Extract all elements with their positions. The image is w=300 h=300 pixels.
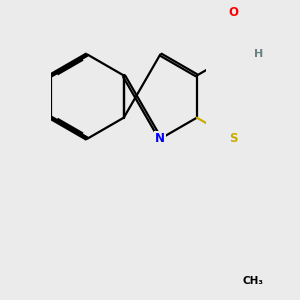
Text: H: H — [254, 50, 263, 59]
Text: S: S — [229, 132, 238, 145]
Text: N: N — [155, 132, 165, 145]
Text: O: O — [228, 6, 239, 19]
Text: CH₃: CH₃ — [243, 276, 264, 286]
